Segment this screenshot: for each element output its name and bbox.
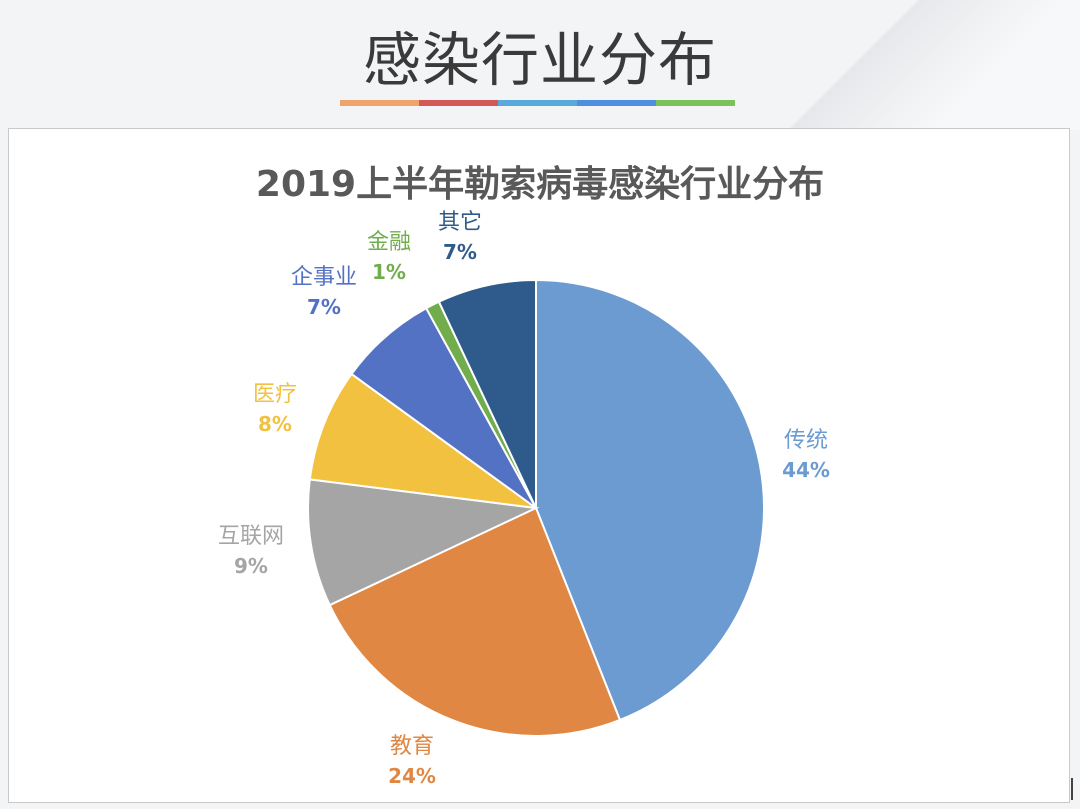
pie-label-name: 企事业 xyxy=(290,265,358,290)
pie-label-percent: 44% xyxy=(782,458,830,482)
pie-slice-2 xyxy=(307,478,540,607)
pie-label-percent: 7% xyxy=(307,295,341,319)
pie-label-5: 金融 1% xyxy=(367,229,411,287)
title-underline-segment xyxy=(498,100,577,106)
pie-slice-1 xyxy=(328,506,622,737)
chart-title: 2019上半年勒索病毒感染行业分布 xyxy=(255,164,825,205)
slide-title: 感染行业分布 xyxy=(362,26,717,94)
title-underline-segment xyxy=(577,100,656,106)
pie-label-name: 传统 xyxy=(783,428,828,453)
pie-label-4: 企事业 7% xyxy=(291,264,357,322)
title-underline-segment xyxy=(656,100,735,106)
title-underline-segment xyxy=(340,100,419,106)
pie-label-1: 教育 24% xyxy=(388,733,436,791)
pie-label-percent: 7% xyxy=(443,240,477,264)
title-underline xyxy=(340,100,735,106)
slide-decoration xyxy=(720,0,1080,130)
pie-label-name: 医疗 xyxy=(252,382,298,407)
pie-label-name: 教育 xyxy=(389,734,434,759)
pie-label-percent: 24% xyxy=(388,764,436,788)
text-cursor xyxy=(1071,778,1073,800)
pie-label-percent: 1% xyxy=(372,260,406,284)
pie-label-0: 传统 44% xyxy=(782,427,830,485)
pie-label-name: 金融 xyxy=(366,230,412,255)
pie-slice-3 xyxy=(308,372,537,509)
pie-label-6: 其它 7% xyxy=(438,209,482,267)
title-underline-segment xyxy=(419,100,498,106)
pie-label-percent: 8% xyxy=(258,412,292,436)
pie-slice-6 xyxy=(437,278,537,509)
pie-label-3: 医疗 8% xyxy=(253,381,297,439)
pie-label-percent: 9% xyxy=(234,554,268,578)
pie-label-name: 其它 xyxy=(437,210,483,235)
pie-label-2: 互联网 9% xyxy=(218,523,284,581)
pie-label-name: 互联网 xyxy=(217,524,285,549)
pie-slice-0 xyxy=(535,278,765,722)
